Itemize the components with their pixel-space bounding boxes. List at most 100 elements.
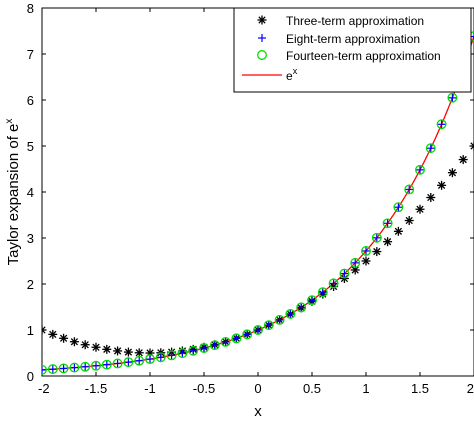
y-tick-label: 4	[27, 185, 34, 200]
data-point-plus	[102, 360, 111, 369]
data-point-circle	[209, 340, 220, 351]
data-point-plus	[81, 362, 90, 371]
data-point-circle	[425, 143, 436, 154]
data-point-plus	[275, 315, 284, 324]
data-point-asterisk	[437, 180, 447, 190]
x-tick-label: -1	[144, 381, 156, 396]
data-point-asterisk	[113, 346, 123, 356]
data-point-plus	[372, 233, 381, 242]
data-point-circle	[361, 246, 371, 256]
series-circle	[42, 31, 474, 375]
data-point-plus	[383, 219, 392, 228]
data-point-circle	[47, 364, 58, 375]
x-tick-label: -1.5	[85, 381, 107, 396]
data-point-plus	[92, 361, 100, 370]
legend-box	[233, 7, 472, 93]
data-point-asterisk	[426, 193, 436, 203]
data-point-asterisk	[469, 141, 474, 151]
data-point-circle	[199, 343, 209, 354]
data-point-circle	[371, 232, 382, 243]
data-point-circle	[58, 363, 69, 374]
data-point-circle	[177, 348, 188, 359]
x-axis-label: x	[254, 403, 262, 420]
legend-symbol-asterisk	[257, 15, 267, 25]
y-axis-label-base: Taylor expansion of e	[5, 124, 22, 266]
data-point-plus	[189, 346, 198, 355]
y-tick-label: 7	[27, 47, 34, 62]
data-point-plus	[351, 258, 360, 267]
data-point-asterisk	[383, 237, 393, 247]
legend-label-exp-base: e	[286, 69, 293, 83]
y-tick-label: 1	[27, 323, 34, 338]
x-tick-label: -0.5	[193, 381, 215, 396]
data-point-plus	[70, 363, 79, 372]
data-point-plus	[362, 246, 370, 255]
data-point-circle	[188, 345, 199, 356]
data-point-asterisk	[48, 329, 58, 339]
legend-symbols	[242, 15, 282, 76]
data-point-circle	[296, 302, 307, 313]
legend-symbol-plus	[258, 34, 266, 42]
data-point-asterisk	[458, 155, 468, 165]
legend-label-three-term: Three-term approximation	[286, 14, 424, 28]
data-point-plus	[178, 349, 187, 358]
data-point-circle	[263, 320, 274, 331]
data-point-plus	[318, 288, 327, 297]
data-point-plus	[254, 326, 262, 334]
data-point-plus	[200, 344, 208, 353]
data-point-plus	[210, 341, 219, 350]
y-axis-label-sup: x	[4, 119, 15, 124]
data-point-circle	[274, 314, 285, 325]
legend-symbol-circle	[257, 50, 267, 60]
axis-ticks: -2 -1.5 -1 -0.5 0 0.5 1 1.5 2 0 1 2 3 4 5 6 7 8	[27, 1, 474, 396]
x-tick-label: 1	[362, 381, 369, 396]
y-tick-label: 0	[27, 369, 34, 384]
data-point-circle	[253, 325, 263, 335]
y-tick-label: 2	[27, 277, 34, 292]
data-point-plus	[437, 120, 446, 129]
legend-label-exp: ex	[286, 66, 298, 83]
data-point-plus	[405, 185, 414, 194]
data-point-circle	[134, 355, 145, 366]
data-point-circle	[91, 360, 101, 371]
x-tick-label: 0.5	[303, 381, 321, 396]
data-point-plus	[394, 203, 403, 212]
data-point-circle	[69, 362, 80, 373]
x-tick-label: 0	[254, 381, 261, 396]
data-point-circle	[404, 184, 415, 195]
data-point-asterisk	[42, 325, 47, 335]
data-point-asterisk	[80, 340, 90, 350]
data-point-plus	[221, 337, 230, 346]
data-point-circle	[155, 352, 166, 363]
data-point-circle	[112, 358, 123, 369]
data-point-asterisk	[393, 226, 403, 236]
data-point-circle	[350, 257, 361, 268]
data-point-asterisk	[134, 348, 144, 358]
data-point-circle	[415, 164, 425, 175]
data-point-plus	[448, 93, 457, 102]
legend: Three-term approximation Eight-term appr…	[233, 7, 472, 93]
data-point-plus	[297, 303, 306, 312]
data-point-plus	[232, 334, 241, 343]
data-point-plus	[329, 279, 338, 288]
data-point-asterisk	[361, 256, 371, 266]
legend-label-exp-sup: x	[293, 66, 298, 76]
data-point-plus	[156, 353, 165, 362]
x-tick-label: -2	[38, 381, 50, 396]
data-point-plus	[113, 359, 122, 368]
data-point-plus	[167, 351, 176, 360]
data-point-plus	[42, 366, 46, 375]
y-tick-label: 8	[27, 1, 34, 16]
data-point-circle	[101, 359, 112, 370]
data-point-asterisk	[123, 347, 133, 357]
data-point-plus	[308, 296, 316, 305]
data-point-plus	[286, 309, 295, 318]
data-point-asterisk	[102, 344, 112, 354]
data-point-plus	[135, 356, 144, 365]
data-point-plus	[416, 165, 424, 174]
data-point-circle	[285, 308, 296, 319]
x-tick-label: 2	[467, 381, 474, 396]
data-point-asterisk	[447, 168, 457, 178]
data-point-asterisk	[415, 204, 425, 214]
